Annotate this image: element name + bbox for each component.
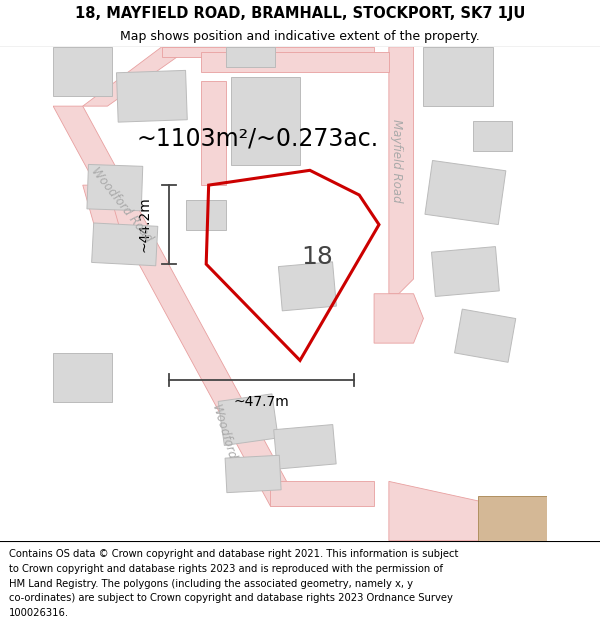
Text: ~44.2m: ~44.2m — [137, 197, 151, 252]
Text: Woodford Road: Woodford Road — [89, 165, 155, 245]
Text: Map shows position and indicative extent of the property.: Map shows position and indicative extent… — [120, 30, 480, 43]
Bar — [92, 223, 158, 266]
Text: Contains OS data © Crown copyright and database right 2021. This information is : Contains OS data © Crown copyright and d… — [9, 549, 458, 559]
Bar — [218, 394, 278, 446]
Polygon shape — [271, 481, 374, 506]
Polygon shape — [83, 47, 191, 106]
Text: Mayfield Road: Mayfield Road — [390, 119, 403, 202]
Text: 100026316.: 100026316. — [9, 608, 69, 618]
Bar — [431, 247, 499, 296]
Text: to Crown copyright and database rights 2023 and is reproduced with the permissio: to Crown copyright and database rights 2… — [9, 564, 443, 574]
Bar — [278, 262, 337, 311]
Text: Woodford: Woodford — [209, 402, 238, 461]
Bar — [53, 353, 112, 402]
Bar — [226, 47, 275, 67]
Bar — [231, 76, 300, 166]
Bar — [424, 47, 493, 106]
Text: co-ordinates) are subject to Crown copyright and database rights 2023 Ordnance S: co-ordinates) are subject to Crown copyr… — [9, 593, 453, 603]
Bar — [478, 496, 547, 541]
Polygon shape — [374, 294, 424, 343]
Polygon shape — [389, 47, 413, 294]
Text: HM Land Registry. The polygons (including the associated geometry, namely x, y: HM Land Registry. The polygons (includin… — [9, 579, 413, 589]
Polygon shape — [53, 106, 300, 506]
Bar — [187, 200, 226, 229]
Text: 18: 18 — [301, 245, 333, 269]
Bar — [53, 47, 112, 96]
Polygon shape — [389, 481, 547, 541]
Bar — [225, 455, 281, 493]
Polygon shape — [83, 185, 127, 254]
Text: ~1103m²/~0.273ac.: ~1103m²/~0.273ac. — [137, 126, 379, 150]
Bar — [425, 161, 506, 224]
Bar — [455, 309, 516, 362]
Text: ~47.7m: ~47.7m — [234, 396, 290, 409]
Polygon shape — [201, 52, 389, 71]
Bar — [87, 164, 143, 211]
Polygon shape — [201, 81, 226, 185]
Bar — [473, 121, 512, 151]
Text: 18, MAYFIELD ROAD, BRAMHALL, STOCKPORT, SK7 1JU: 18, MAYFIELD ROAD, BRAMHALL, STOCKPORT, … — [75, 6, 525, 21]
Polygon shape — [162, 47, 374, 57]
Bar — [274, 424, 336, 469]
Bar — [116, 71, 187, 122]
